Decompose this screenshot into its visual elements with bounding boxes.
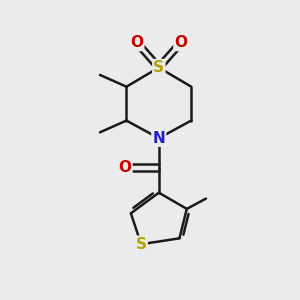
Text: N: N	[152, 131, 165, 146]
Text: O: O	[174, 35, 188, 50]
Text: S: S	[153, 60, 164, 75]
Text: O: O	[118, 160, 131, 175]
Text: O: O	[130, 35, 143, 50]
Text: S: S	[136, 237, 147, 252]
